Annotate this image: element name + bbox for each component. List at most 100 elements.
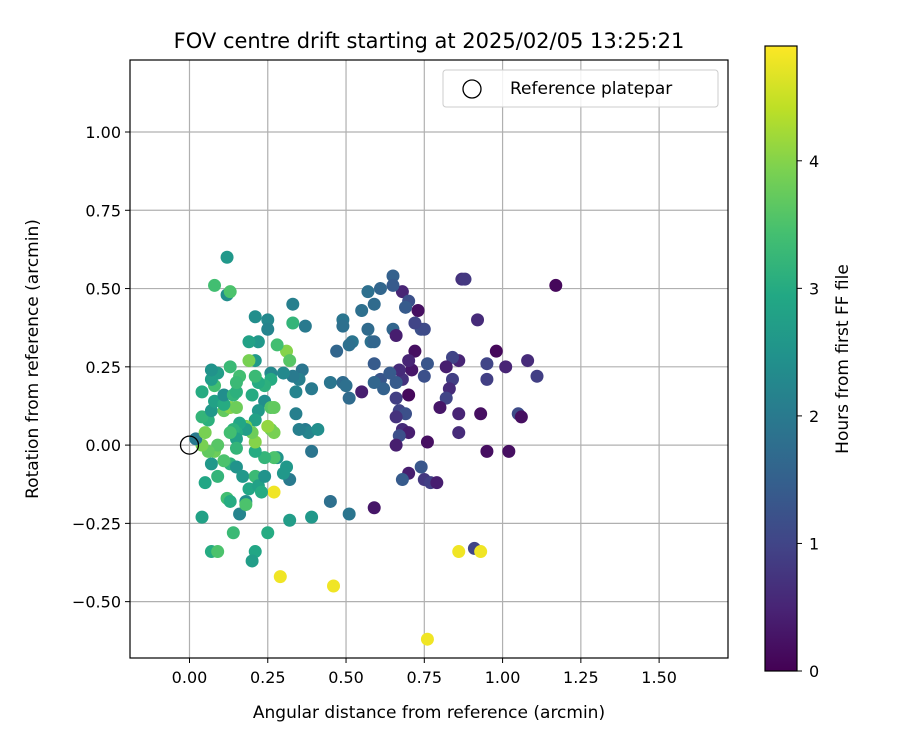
colorbar-ticks: 0 1 2 3 4	[797, 152, 819, 681]
data-point	[336, 319, 350, 333]
legend: Reference platepar	[442, 69, 719, 108]
data-point	[452, 426, 466, 440]
data-point	[367, 357, 381, 371]
data-point	[408, 344, 422, 358]
data-point	[386, 278, 400, 292]
colorbar-tick-label: 2	[809, 407, 819, 426]
data-point	[245, 554, 259, 568]
y-tick-label: 0.75	[85, 201, 121, 220]
data-point	[386, 269, 400, 283]
data-point	[195, 385, 209, 399]
data-point	[305, 444, 319, 458]
data-point	[208, 278, 222, 292]
data-point	[239, 498, 253, 512]
data-point	[389, 438, 403, 452]
data-point	[292, 422, 306, 436]
x-tick-label: 0.75	[406, 668, 442, 687]
data-point	[273, 570, 287, 584]
data-point	[373, 282, 387, 296]
y-axis-label: Rotation from reference (arcmin)	[23, 219, 43, 499]
data-point	[289, 385, 303, 399]
data-point	[229, 441, 243, 455]
data-point	[395, 285, 409, 299]
data-point	[342, 338, 356, 352]
data-point	[289, 407, 303, 421]
data-point	[399, 300, 413, 314]
data-point	[245, 388, 259, 402]
y-tick-label: 0.00	[85, 436, 121, 455]
data-point	[323, 494, 337, 508]
data-point	[355, 303, 369, 317]
data-point	[367, 375, 381, 389]
data-point	[226, 526, 240, 540]
data-point	[383, 366, 397, 380]
data-point	[204, 363, 218, 377]
data-point	[514, 410, 528, 424]
data-point	[367, 335, 381, 349]
data-point	[330, 344, 344, 358]
data-point	[311, 422, 325, 436]
data-point	[261, 419, 275, 433]
data-points	[189, 250, 563, 646]
data-point	[389, 375, 403, 389]
data-point	[258, 451, 272, 465]
data-point	[233, 507, 247, 521]
data-point	[298, 319, 312, 333]
data-point	[452, 545, 466, 559]
data-point	[420, 632, 434, 646]
data-point	[420, 357, 434, 371]
x-axis-ticks: 0.00 0.25 0.50 0.75 1.00 1.25 1.50	[172, 658, 677, 687]
data-point	[211, 545, 225, 559]
colorbar-tick-label: 0	[809, 662, 819, 681]
data-point	[439, 391, 453, 405]
data-point	[389, 329, 403, 343]
data-point	[417, 369, 431, 383]
data-point	[474, 545, 488, 559]
data-point	[502, 444, 516, 458]
x-tick-label: 1.25	[563, 668, 599, 687]
data-point	[342, 391, 356, 405]
data-point	[223, 494, 237, 508]
y-tick-label: 1.00	[85, 123, 121, 142]
data-point	[229, 375, 243, 389]
data-point	[445, 350, 459, 364]
data-point	[223, 285, 237, 299]
data-point	[267, 401, 281, 415]
data-point	[474, 407, 488, 421]
data-point	[198, 476, 212, 490]
data-point	[248, 369, 262, 383]
data-point	[223, 426, 237, 440]
data-point	[433, 401, 447, 415]
data-point	[489, 344, 503, 358]
data-point	[211, 469, 225, 483]
data-point	[261, 313, 275, 327]
data-point	[530, 369, 544, 383]
data-point	[355, 385, 369, 399]
data-point	[439, 360, 453, 374]
data-point	[430, 476, 444, 490]
data-point	[276, 366, 290, 380]
data-point	[198, 426, 212, 440]
x-axis-label: Angular distance from reference (arcmin)	[253, 703, 605, 723]
legend-entry: Reference platepar	[510, 79, 672, 99]
x-tick-label: 0.25	[250, 668, 286, 687]
data-point	[211, 438, 225, 452]
data-point	[342, 507, 356, 521]
data-point	[220, 250, 234, 264]
data-point	[283, 354, 297, 368]
data-point	[267, 485, 281, 499]
x-tick-label: 1.00	[485, 668, 521, 687]
data-point	[283, 513, 297, 527]
data-point	[389, 391, 403, 405]
data-point	[395, 473, 409, 487]
data-point	[480, 444, 494, 458]
data-point	[323, 375, 337, 389]
data-point	[521, 354, 535, 368]
x-tick-label: 0.50	[328, 668, 364, 687]
data-point	[229, 401, 243, 415]
data-point	[339, 379, 353, 393]
data-point	[417, 322, 431, 336]
data-point	[223, 360, 237, 374]
data-point	[327, 579, 341, 593]
